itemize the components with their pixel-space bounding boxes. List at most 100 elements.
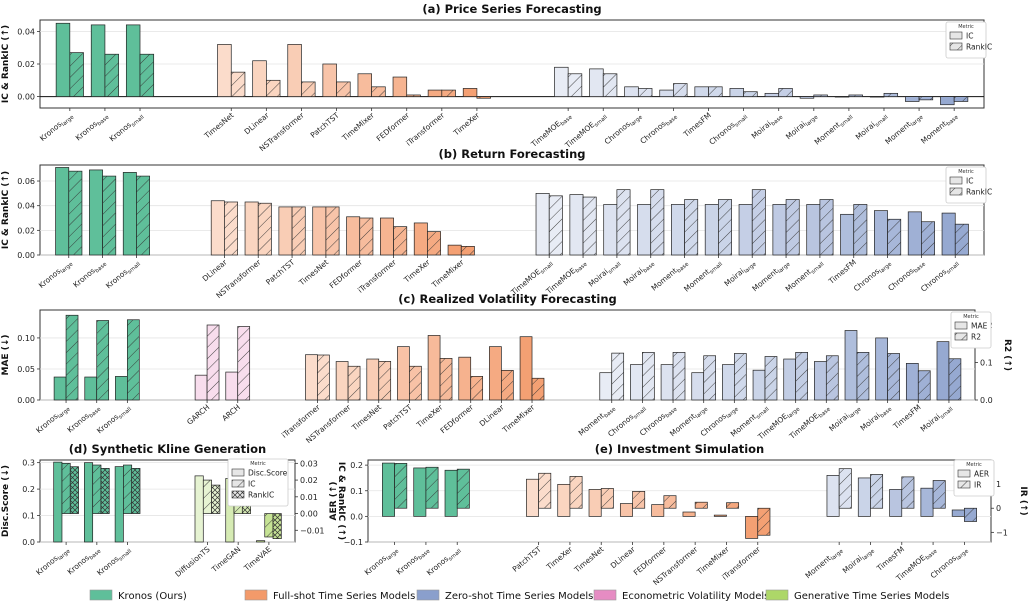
bar: [738, 204, 753, 256]
metric-legend: Metric Disc.Score IC RankIC: [227, 458, 289, 507]
bar: [651, 504, 665, 517]
bar: [346, 216, 361, 256]
metric-legend: Metric IC RankIC: [945, 21, 992, 59]
x-tick-label: Chronossmall: [919, 257, 961, 295]
bar-hatch: [839, 468, 852, 509]
x-tick-label: Moirailarge: [827, 402, 863, 435]
bar: [659, 89, 674, 97]
bar-hatch: [826, 355, 839, 400]
bar: [53, 376, 67, 401]
bar: [637, 204, 652, 256]
bar: [413, 467, 427, 517]
bar-hatch: [237, 326, 250, 400]
metric-legend-label: R2: [971, 333, 981, 342]
bar-hatch: [273, 513, 282, 539]
bar-hatch: [611, 353, 624, 400]
bar: [89, 169, 103, 256]
bar: [814, 361, 827, 401]
bar: [427, 335, 441, 401]
y-tick-label: 0.1: [22, 512, 35, 521]
y2-tick-label: −1: [996, 528, 1008, 537]
bar: [569, 194, 584, 256]
bar-hatch: [569, 476, 583, 509]
x-tick-label: TimeVAE: [241, 544, 273, 573]
y2-tick-label: 0.00: [300, 510, 318, 519]
bar: [799, 96, 815, 99]
x-tick-label: Kronoslarge: [34, 544, 72, 578]
x-tick-label: Kronoslarge: [38, 110, 76, 144]
bar-hatch: [901, 476, 914, 509]
chart-title: (c) Realized Volatility Forecasting: [398, 292, 617, 306]
x-tick-label: Kronossmall: [95, 544, 133, 579]
bar: [826, 475, 840, 517]
bar-hatch: [673, 352, 685, 400]
y-tick-label: 0.0: [350, 512, 363, 521]
metric-legend-title: Metric: [958, 24, 974, 30]
bar: [53, 461, 63, 543]
y-tick-label: 0.00: [17, 251, 35, 260]
bar-hatch: [726, 502, 739, 509]
bar-hatch: [325, 206, 340, 255]
bar: [589, 68, 604, 97]
x-tick-label: Moiraibase: [750, 110, 785, 142]
y-tick-label: 0.00: [17, 93, 35, 102]
x-tick-label: GARCH: [185, 403, 211, 427]
metric-legend-hatch: [950, 43, 962, 50]
bar: [630, 364, 643, 401]
metric-legend-hatch: [958, 481, 970, 488]
bar-hatch: [778, 88, 793, 97]
bar-hatch: [870, 474, 883, 509]
metric-legend: Metric AER IR: [953, 459, 995, 497]
bar: [671, 204, 685, 256]
x-tick-label: Kronosbase: [71, 257, 108, 291]
x-tick-label: PatchTST: [511, 544, 544, 573]
bar-hatch: [765, 356, 777, 400]
bar-hatch: [266, 80, 281, 97]
x-tick-label: FEDformer: [439, 402, 476, 435]
bar: [840, 213, 855, 256]
bar: [287, 44, 302, 97]
bar: [115, 376, 128, 401]
bar-hatch: [394, 463, 407, 509]
bar-hatch: [92, 465, 101, 514]
bar: [875, 337, 888, 401]
bar-hatch: [616, 189, 631, 255]
bar-hatch: [743, 91, 758, 97]
bar: [305, 354, 318, 401]
metric-legend-label: RankIC: [966, 43, 992, 52]
metric-legend-title: Metric: [963, 314, 979, 320]
metric-legend: Metric MAE R2: [950, 311, 992, 349]
bar: [624, 86, 639, 97]
bar-hatch: [603, 73, 617, 97]
legend-swatch: [765, 589, 789, 601]
x-tick-label: iTransformer: [404, 110, 447, 148]
y-tick-label: 0.04: [17, 27, 35, 36]
bar-hatch: [317, 355, 330, 400]
x-tick-label: TimesFM: [681, 111, 713, 140]
bar: [535, 193, 550, 256]
bar-hatch: [853, 204, 867, 255]
y2-tick-label: 0.01: [300, 493, 318, 502]
bar-hatch: [757, 508, 770, 536]
bar-hatch: [708, 86, 723, 97]
bar-hatch: [359, 218, 373, 255]
bar: [907, 211, 922, 256]
bar: [694, 86, 709, 97]
bar: [557, 483, 571, 517]
bar-hatch: [406, 94, 421, 97]
bar-hatch: [409, 366, 422, 400]
bar: [940, 96, 955, 106]
bar-hatch: [786, 199, 800, 255]
bar-hatch: [918, 370, 931, 400]
legend-label: Econometric Volatility Models: [622, 591, 769, 602]
bar-hatch: [136, 176, 150, 255]
bar: [366, 358, 380, 401]
bar-hatch: [100, 468, 110, 514]
bar: [682, 511, 696, 517]
y-axis-label: MAE (↓): [1, 335, 11, 376]
bar: [722, 364, 735, 401]
bar-hatch: [695, 502, 708, 509]
bar-hatch: [440, 358, 453, 400]
y-tick-label: 0.10: [17, 334, 35, 343]
bar: [413, 222, 428, 256]
